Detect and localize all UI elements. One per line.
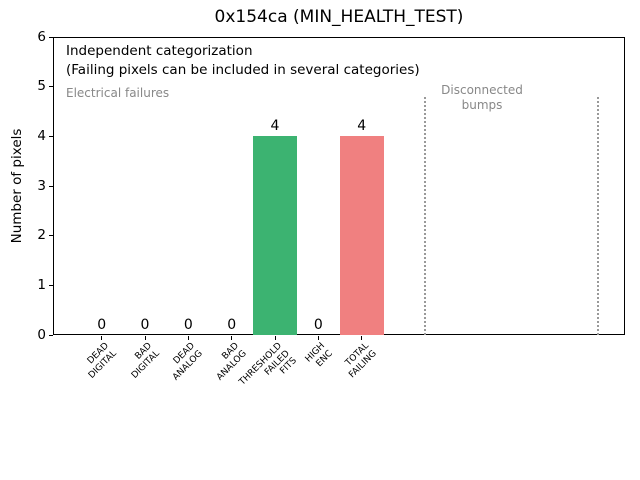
- plot-area: [53, 37, 625, 335]
- y-axis-tick: [49, 334, 53, 336]
- annotation-disconnected-line2: bumps: [461, 98, 503, 112]
- group-separator-line: [597, 96, 599, 335]
- y-tick-label: 5: [37, 78, 46, 95]
- y-axis-tick: [49, 36, 53, 38]
- y-tick-label: 2: [37, 227, 46, 244]
- bar-value-label: 4: [357, 118, 367, 135]
- x-axis-tick: [274, 336, 276, 340]
- annotation-failing-pixels-note: (Failing pixels can be included in sever…: [66, 62, 420, 78]
- y-tick-label: 1: [37, 276, 46, 293]
- annotation-independent-categorization: Independent categorization: [66, 43, 253, 59]
- y-axis-tick: [49, 86, 53, 88]
- bar-value-label: 0: [227, 317, 237, 333]
- bar-value-label: 0: [140, 317, 150, 333]
- x-axis-tick: [101, 336, 103, 340]
- y-tick-label: 0: [37, 326, 46, 343]
- x-axis-tick: [317, 336, 319, 340]
- bar-value-label: 0: [183, 317, 193, 333]
- y-axis-tick: [49, 284, 53, 286]
- y-axis-tick: [49, 135, 53, 137]
- x-axis-tick: [187, 336, 189, 340]
- bar-value-label: 4: [270, 118, 280, 135]
- y-axis-tick: [49, 235, 53, 237]
- x-axis-tick: [361, 336, 363, 340]
- annotation-electrical-failures: Electrical failures: [66, 86, 170, 100]
- annotation-disconnected-bumps: Disconnected bumps: [427, 83, 537, 113]
- chart-title: 0x154ca (MIN_HEALTH_TEST): [214, 7, 464, 27]
- bar-value-label: 0: [313, 317, 323, 333]
- bar-total-failing: [339, 136, 384, 335]
- bar-threshold-failed-fits: [253, 136, 298, 335]
- group-separator-line: [424, 96, 426, 335]
- y-axis-tick: [49, 185, 53, 187]
- x-axis-tick: [231, 336, 233, 340]
- y-tick-label: 3: [37, 177, 46, 194]
- x-axis-tick: [144, 336, 146, 340]
- annotation-disconnected-line1: Disconnected: [441, 83, 523, 97]
- y-tick-label: 6: [37, 28, 46, 45]
- bar-value-label: 0: [97, 317, 107, 333]
- y-tick-label: 4: [37, 127, 46, 144]
